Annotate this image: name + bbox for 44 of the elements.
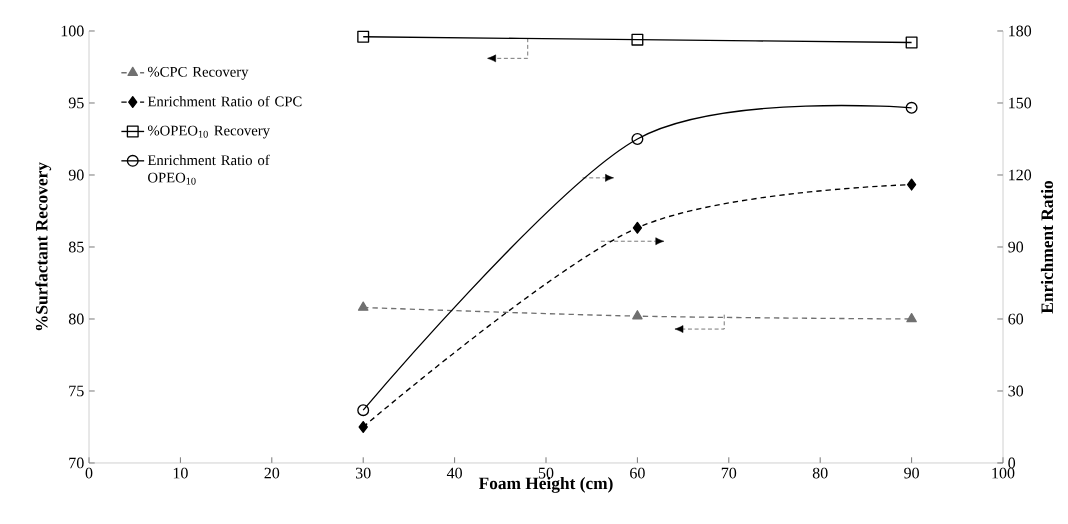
x-tick-label: 100 [992,467,1015,479]
y2-tick-label: 180 [1009,25,1032,37]
point [358,420,368,433]
point [631,132,644,145]
y2-tick-label: 0 [1008,457,1016,469]
y-tick-label: 80 [68,313,84,325]
y-tick-label: 70 [69,457,84,469]
y-tick-label: 95 [68,97,84,109]
legend-label: Enrichment Ratio of OPEO$_{10}$ [147,154,270,185]
x-axis-title: Foam Height (cm) [478,476,613,493]
x-tick-label: 0 [85,467,93,479]
point [905,36,918,49]
y2-tick-label: 150 [1009,97,1032,109]
point [631,33,644,46]
x-tick-label: 40 [446,467,462,479]
point [632,221,643,234]
y-tick-label: 90 [68,169,84,181]
x-tick-label: 80 [812,467,828,479]
x-tick-label: 70 [721,467,737,479]
y2-tick-label: 30 [1008,385,1024,397]
y-tick-label: 100 [61,25,84,37]
point [632,310,643,320]
y-tick-label: 85 [68,241,84,253]
legend-label: %OPEO$_{10}$ Recovery [147,125,270,139]
point [906,312,917,323]
x-tick-label: 20 [264,467,280,479]
y-axis-title: %Surfactant Recovery [35,162,52,331]
point [906,178,917,191]
y2-tick-label: 90 [1008,241,1024,253]
y2-tick-label: 60 [1008,313,1024,325]
x-tick-label: 50 [538,467,554,479]
x-tick-label: 30 [355,467,371,479]
y2-tick-label: 120 [1009,169,1032,181]
x-tick-label: 90 [904,467,919,479]
x-tick-label: 10 [173,467,188,479]
legend-label: Enrichment Ratio of CPC [147,95,302,107]
x-tick-label: 60 [630,467,645,479]
y-tick-label: 75 [69,385,84,397]
point [357,30,370,43]
legend-label: %CPC Recovery [147,66,249,80]
point [905,101,918,114]
point [357,301,369,311]
y2-axis-title: Enrichment Ratio [1040,180,1054,314]
point [357,404,370,417]
